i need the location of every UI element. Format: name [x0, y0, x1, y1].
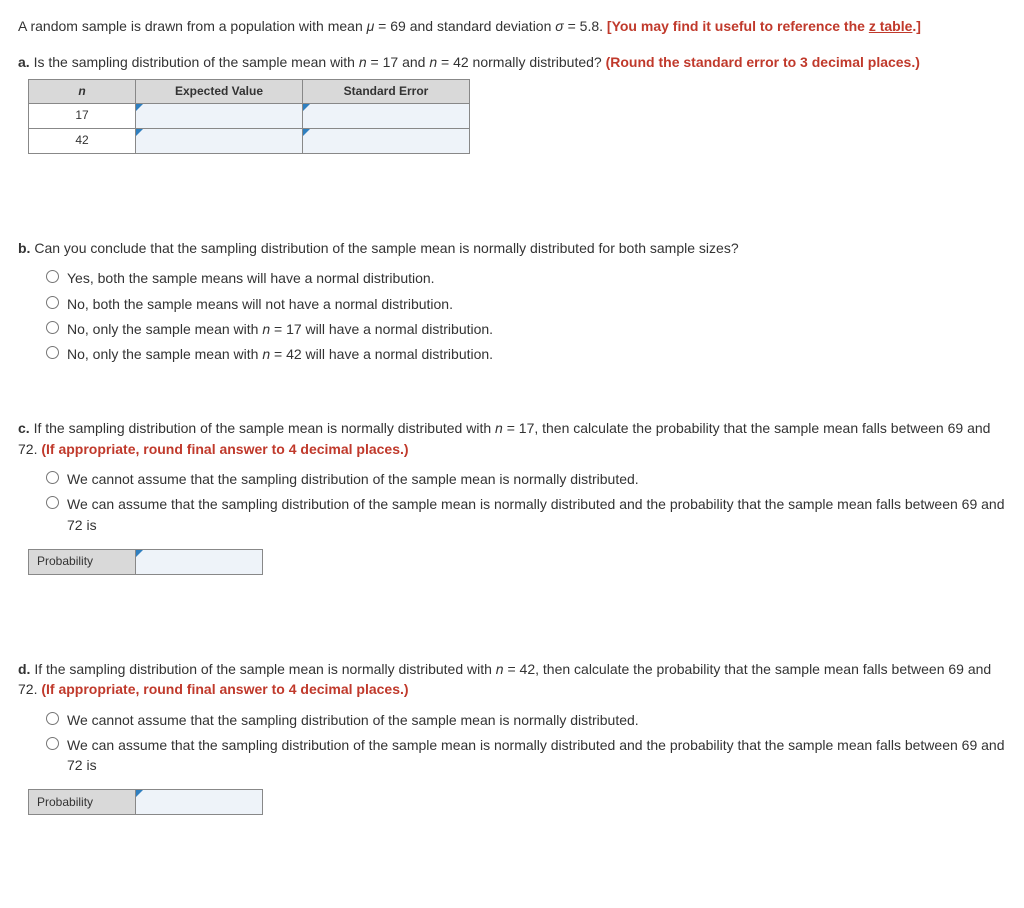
d-n-sym: n: [496, 661, 504, 677]
part-a-label: a.: [18, 54, 30, 70]
intro-pre: A random sample is drawn from a populati…: [18, 18, 367, 34]
cell-n-42: 42: [29, 128, 136, 153]
opt-b3-label: No, only the sample mean with n = 17 wil…: [67, 319, 493, 339]
radio-b3[interactable]: [46, 321, 59, 334]
sigma-symbol: σ: [555, 18, 563, 34]
part-d-options: We cannot assume that the sampling distr…: [46, 710, 1006, 776]
part-d-note: (If appropriate, round final answer to 4…: [41, 681, 408, 697]
opt-b4-label: No, only the sample mean with n = 42 wil…: [67, 344, 493, 364]
opt-d2-label: We can assume that the sampling distribu…: [67, 735, 1006, 776]
radio-b4[interactable]: [46, 346, 59, 359]
opt-d1-label: We cannot assume that the sampling distr…: [67, 710, 639, 730]
cell-n-17: 17: [29, 103, 136, 128]
part-c-label: c.: [18, 420, 30, 436]
part-d-label: d.: [18, 661, 30, 677]
radio-c1[interactable]: [46, 471, 59, 484]
radio-option-c2[interactable]: We can assume that the sampling distribu…: [46, 494, 1006, 535]
prob-d-label: Probability: [29, 790, 136, 815]
table-a: n Expected Value Standard Error 17 42: [28, 79, 470, 154]
part-a-note: (Round the standard error to 3 decimal p…: [606, 54, 920, 70]
part-b-options: Yes, both the sample means will have a n…: [46, 268, 1006, 364]
opt-c2-label: We can assume that the sampling distribu…: [67, 494, 1006, 535]
table-c-probability: Probability: [28, 549, 263, 575]
radio-option-b4[interactable]: No, only the sample mean with n = 42 wil…: [46, 344, 1006, 364]
mu-value: = 69 and standard deviation: [374, 18, 555, 34]
radio-option-b2[interactable]: No, both the sample means will not have …: [46, 294, 1006, 314]
part-c-q-pre: If the sampling distribution of the samp…: [30, 420, 495, 436]
table-d-probability: Probability: [28, 789, 263, 815]
part-c-options: We cannot assume that the sampling distr…: [46, 469, 1006, 535]
radio-option-d1[interactable]: We cannot assume that the sampling distr…: [46, 710, 1006, 730]
part-b-label: b.: [18, 240, 30, 256]
radio-b1[interactable]: [46, 270, 59, 283]
n1-sym: n: [359, 54, 367, 70]
input-se-17[interactable]: [303, 103, 470, 128]
opt-c1-label: We cannot assume that the sampling distr…: [67, 469, 639, 489]
input-ev-42[interactable]: [136, 128, 303, 153]
th-standard-error: Standard Error: [303, 79, 470, 103]
part-b: b. Can you conclude that the sampling di…: [18, 238, 1006, 364]
sigma-value: = 5.8.: [564, 18, 607, 34]
part-d: d. If the sampling distribution of the s…: [18, 659, 1006, 815]
opt-b2-label: No, both the sample means will not have …: [67, 294, 453, 314]
prob-c-label: Probability: [29, 549, 136, 574]
part-c-note: (If appropriate, round final answer to 4…: [41, 441, 408, 457]
input-se-42[interactable]: [303, 128, 470, 153]
th-n: n: [29, 79, 136, 103]
n1-eq: = 17 and: [367, 54, 430, 70]
part-b-question: Can you conclude that the sampling distr…: [30, 240, 738, 256]
c-n-sym: n: [495, 420, 503, 436]
reference-note: [You may find it useful to reference the…: [607, 18, 921, 34]
input-prob-c[interactable]: [136, 549, 263, 574]
n2-eq: = 42 normally distributed?: [437, 54, 605, 70]
th-expected-value: Expected Value: [136, 79, 303, 103]
radio-option-b1[interactable]: Yes, both the sample means will have a n…: [46, 268, 1006, 288]
radio-option-d2[interactable]: We can assume that the sampling distribu…: [46, 735, 1006, 776]
z-table-link[interactable]: z table: [869, 18, 913, 34]
radio-b2[interactable]: [46, 296, 59, 309]
n2-sym: n: [429, 54, 437, 70]
table-row: 42: [29, 128, 470, 153]
table-row: 17: [29, 103, 470, 128]
part-d-q-pre: If the sampling distribution of the samp…: [30, 661, 495, 677]
input-ev-17[interactable]: [136, 103, 303, 128]
radio-d2[interactable]: [46, 737, 59, 750]
input-prob-d[interactable]: [136, 790, 263, 815]
intro-text: A random sample is drawn from a populati…: [18, 16, 1006, 36]
radio-d1[interactable]: [46, 712, 59, 725]
part-a: a. Is the sampling distribution of the s…: [18, 52, 1006, 154]
radio-option-b3[interactable]: No, only the sample mean with n = 17 wil…: [46, 319, 1006, 339]
opt-b1-label: Yes, both the sample means will have a n…: [67, 268, 435, 288]
radio-c2[interactable]: [46, 496, 59, 509]
part-a-q-pre: Is the sampling distribution of the samp…: [30, 54, 359, 70]
part-c: c. If the sampling distribution of the s…: [18, 418, 1006, 574]
radio-option-c1[interactable]: We cannot assume that the sampling distr…: [46, 469, 1006, 489]
